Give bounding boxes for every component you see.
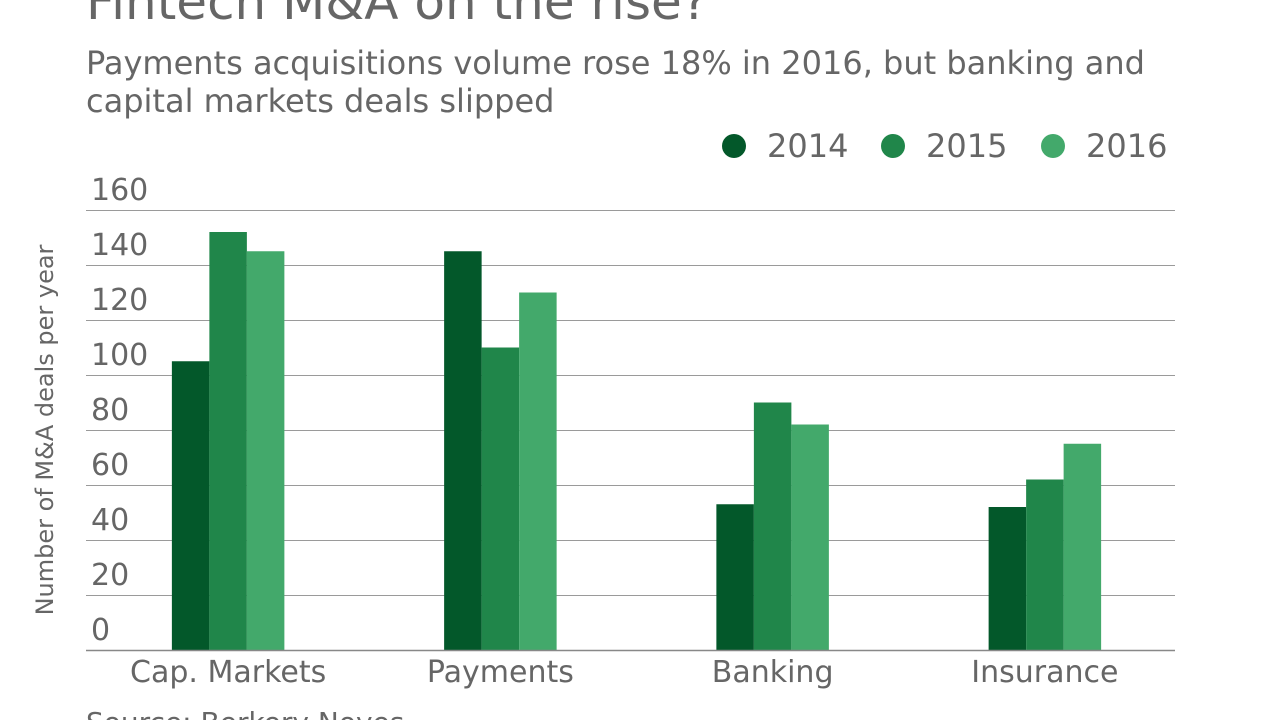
bar-2015-3 <box>1026 479 1064 650</box>
legend-label: 2015 <box>926 127 1007 165</box>
bar-2014-3 <box>988 507 1027 650</box>
legend-marker-2016 <box>1041 134 1065 158</box>
bar-2015-1 <box>481 347 520 650</box>
legend-marker-2014 <box>722 134 746 158</box>
y-tick-label: 20 <box>91 558 129 593</box>
x-axis-tick-labels: Cap. Markets Payments Banking Insurance <box>130 655 1118 690</box>
y-tick-label: 80 <box>91 393 129 428</box>
bar-2016-1 <box>519 292 557 650</box>
legend-label: 2016 <box>1086 127 1167 165</box>
bar-2014-1 <box>444 251 482 650</box>
x-tick-label: Payments <box>427 655 574 690</box>
bar-2016-0 <box>246 251 285 650</box>
bar-2016-2 <box>791 424 829 650</box>
source-note: Source: Berkery Noyes <box>86 706 404 720</box>
y-tick-label: 60 <box>91 448 129 483</box>
chart-title: Fintech M&A on the rise? <box>86 0 709 31</box>
y-axis-label: Number of M&A deals per year <box>31 244 59 615</box>
x-tick-label: Banking <box>712 655 834 690</box>
bar-2014-0 <box>171 361 210 650</box>
y-tick-label: 160 <box>91 173 148 208</box>
bars <box>171 232 1102 650</box>
y-tick-label: 40 <box>91 503 129 538</box>
y-tick-label: 0 <box>91 613 110 648</box>
x-tick-label: Insurance <box>971 655 1118 690</box>
y-tick-label: 100 <box>91 338 148 373</box>
y-tick-label: 140 <box>91 228 148 263</box>
legend-label: 2014 <box>767 127 848 165</box>
x-tick-label: Cap. Markets <box>130 655 326 690</box>
bar-2016-3 <box>1063 443 1102 650</box>
y-tick-label: 120 <box>91 283 148 318</box>
bar-2015-0 <box>209 232 247 650</box>
bar-2014-2 <box>716 504 754 650</box>
legend-marker-2015 <box>881 134 905 158</box>
chart-subtitle: Payments acquisitions volume rose 18% in… <box>86 44 1145 120</box>
bar-2015-2 <box>753 402 792 650</box>
y-axis-tick-labels: 0 20 40 60 80 100 120 140 160 <box>91 173 148 648</box>
legend: 2014 2015 2016 <box>722 127 1167 165</box>
